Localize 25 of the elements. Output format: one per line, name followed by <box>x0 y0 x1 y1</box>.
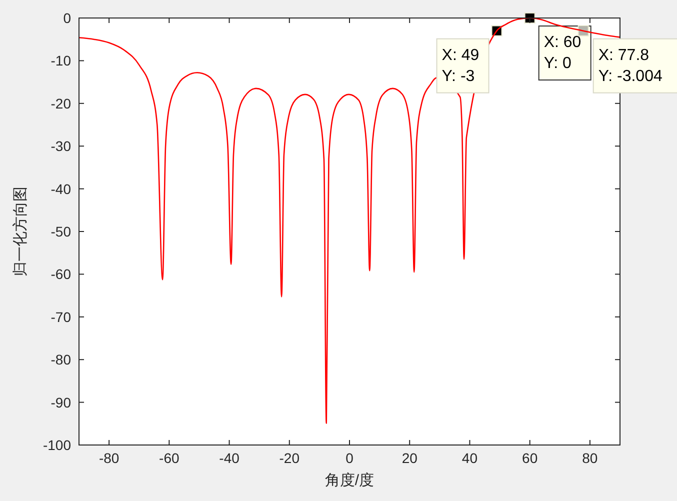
y-tick-label: -20 <box>50 95 72 112</box>
x-tick-label: 20 <box>402 450 418 466</box>
y-tick-label: -70 <box>50 308 72 325</box>
y-tick-label: -50 <box>50 224 72 240</box>
y-tick-label: -60 <box>50 266 72 282</box>
y-tick-label: 0 <box>63 10 72 26</box>
x-tick-label: -60 <box>159 450 180 466</box>
y-tick-label: -80 <box>50 352 72 368</box>
annotation: X: 60 Y: 0 <box>544 34 582 72</box>
x-tick-label: 40 <box>462 450 478 466</box>
y-tick-label: -90 <box>50 394 72 410</box>
y-axis-title: 归一化方向图 <box>12 186 29 276</box>
annotation: X: 49 Y: -3 <box>442 46 480 85</box>
x-tick-label: 0 <box>346 450 354 466</box>
x-tick-label: 60 <box>522 450 538 466</box>
annotation: X: 77.8 Y: -3.004 <box>598 46 662 85</box>
x-tick-label: -20 <box>279 450 300 466</box>
y-tick-label: -40 <box>50 180 72 197</box>
x-tick-label: -40 <box>219 450 240 466</box>
x-tick-label: 80 <box>582 450 598 466</box>
y-tick-label: -30 <box>50 138 72 154</box>
x-axis-title: 角度/度 <box>324 472 374 489</box>
y-tick-label: -10 <box>50 52 72 69</box>
x-tick-label: -80 <box>98 450 120 466</box>
y-tick-label: -100 <box>42 437 72 453</box>
